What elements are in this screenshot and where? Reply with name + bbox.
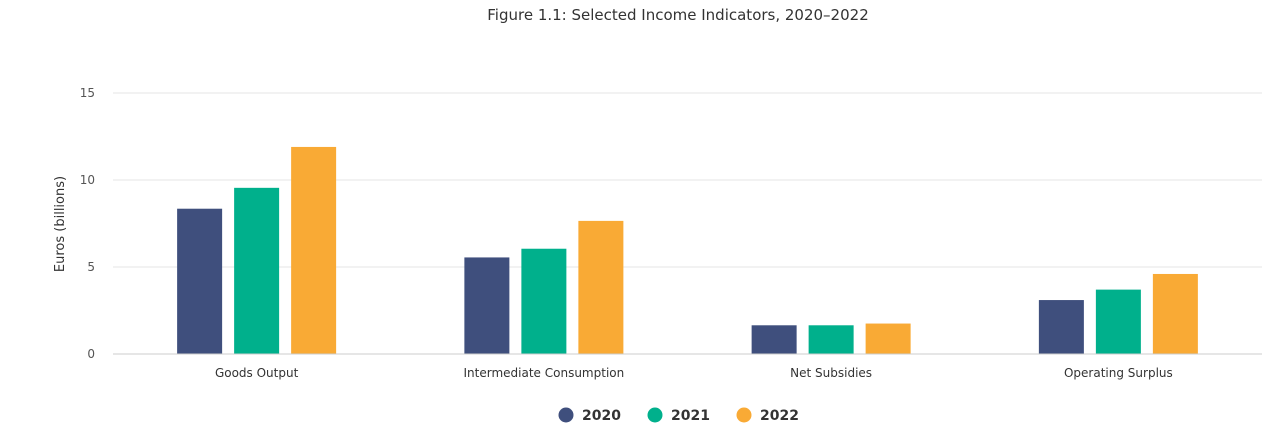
bar-2021-intermediate-consumption[interactable] [521,248,567,354]
bar-2022-net-subsidies[interactable] [865,323,911,354]
x-tick-label: Net Subsidies [790,366,872,380]
y-tick-label: 15 [80,86,95,100]
x-tick-label: Intermediate Consumption [464,366,625,380]
bar-2022-intermediate-consumption[interactable] [578,220,624,354]
y-tick-label: 5 [87,260,95,274]
y-axis-label: Euros (billions) [53,176,68,272]
bar-2020-goods-output[interactable] [177,208,223,354]
legend-label: 2020 [582,408,621,424]
bar-2020-operating-surplus[interactable] [1038,300,1084,354]
x-tick-label: Operating Surplus [1064,366,1173,380]
legend-item-2020[interactable]: 2020 [558,407,622,425]
bar-2022-operating-surplus[interactable] [1152,273,1198,354]
legend-label: 2021 [671,408,710,424]
y-axis-ticks: 0 5 10 15 [80,86,95,361]
bar-2021-goods-output[interactable] [234,187,280,354]
gridlines [113,92,1262,268]
bar-2020-net-subsidies[interactable] [751,325,797,354]
bar-2022-goods-output[interactable] [291,146,337,354]
x-axis-labels: Goods Output Intermediate Consumption Net … [215,366,1173,380]
legend-item-2022[interactable]: 2022 [736,407,799,425]
chart-title: Figure 1.1: Selected Income Indicators, … [487,6,868,24]
legend-item-2021[interactable]: 2021 [647,407,710,425]
x-tick-label: Goods Output [215,366,299,380]
legend: 2020 2021 2022 [558,407,799,425]
y-tick-label: 0 [87,347,95,361]
y-tick-label: 10 [80,173,95,187]
legend-marker [647,407,663,423]
bar-2021-operating-surplus[interactable] [1095,289,1141,354]
legend-marker [736,407,752,423]
legend-label: 2022 [760,408,799,424]
bars [177,146,1198,354]
bar-2021-net-subsidies[interactable] [808,325,854,354]
legend-marker [558,407,574,423]
bar-2020-intermediate-consumption[interactable] [464,257,510,354]
